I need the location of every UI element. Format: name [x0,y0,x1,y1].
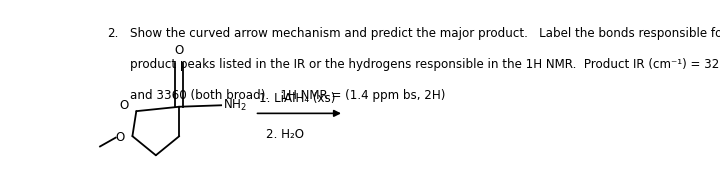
Text: 2.: 2. [107,27,118,40]
Text: O: O [175,44,184,57]
Text: NH$_2$: NH$_2$ [222,98,247,113]
Text: Show the curved arrow mechanism and predict the major product.   Label the bonds: Show the curved arrow mechanism and pred… [130,27,720,40]
Text: product peaks listed in the IR or the hydrogens responsible in the 1H NMR.  Prod: product peaks listed in the IR or the hy… [130,58,720,71]
Text: and 3360 (both broad).   1H NMR = (1.4 ppm bs, 2H): and 3360 (both broad). 1H NMR = (1.4 ppm… [130,89,446,102]
Text: O: O [120,99,129,112]
Text: O: O [115,131,125,144]
Text: 1. LiAlH₄ (xs): 1. LiAlH₄ (xs) [259,91,336,104]
Text: 2. H₂O: 2. H₂O [266,128,305,141]
